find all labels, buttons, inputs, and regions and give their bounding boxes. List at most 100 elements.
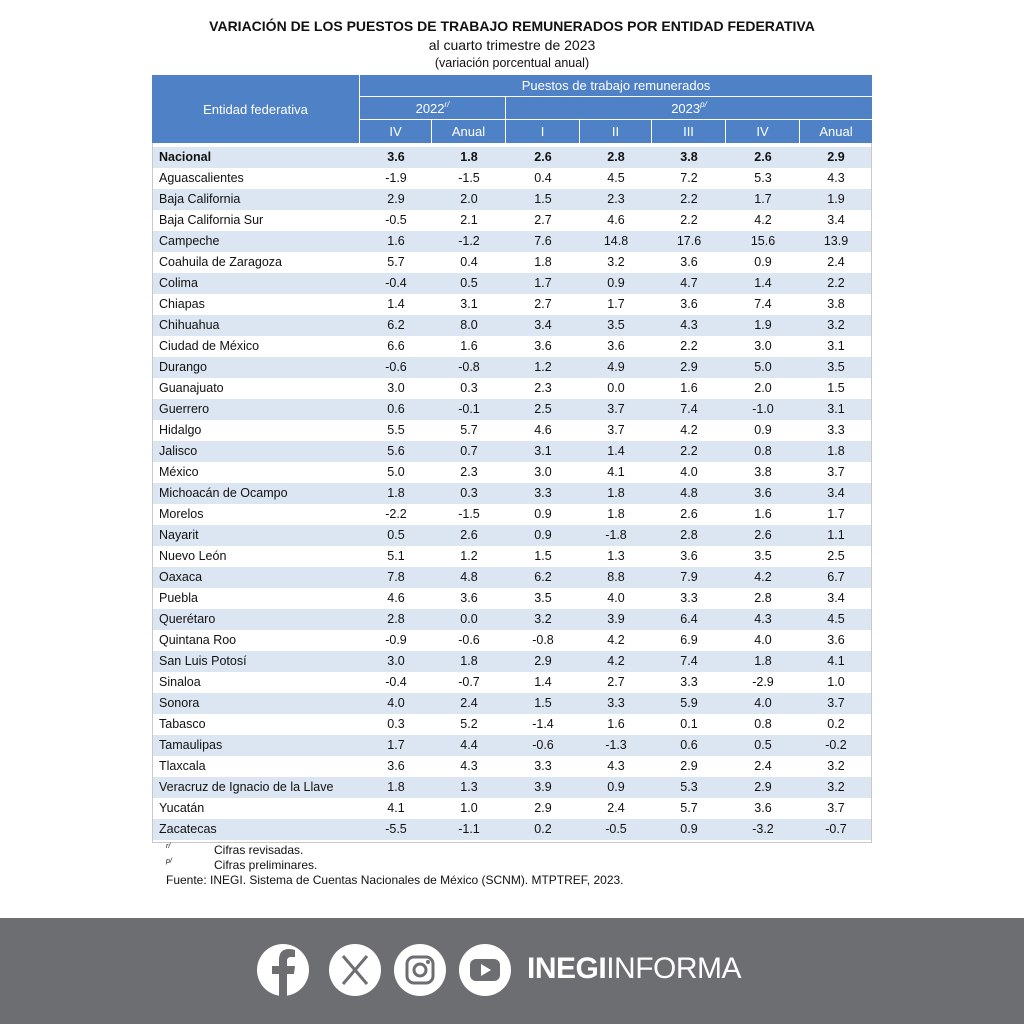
- state-name: Coahuila de Zaragoza: [159, 255, 282, 269]
- value: 3.5: [607, 318, 625, 332]
- value: 4.7: [680, 276, 698, 290]
- value: 1.7: [754, 192, 772, 206]
- value: 1.6: [387, 234, 405, 248]
- value: 1.8: [534, 255, 552, 269]
- value: 3.3: [534, 759, 552, 773]
- value: 2.9: [680, 360, 698, 374]
- value: 2.4: [754, 759, 772, 773]
- footer: INEGIINFORMA: [0, 918, 1024, 1024]
- table-row: San Luis Potosí 3.0 1.8 2.9 4.2 7.4 1.8 4.1: [153, 651, 871, 672]
- table-row: Durango -0.6 -0.8 1.2 4.9 2.9 5.0 3.5: [153, 357, 871, 378]
- value: -0.2: [825, 738, 847, 752]
- group-header: Puestos de trabajo remunerados: [360, 75, 872, 96]
- value: 2.6: [460, 528, 478, 542]
- value: 2.6: [754, 528, 772, 542]
- table-row: Sonora 4.0 2.4 1.5 3.3 5.9 4.0 3.7: [153, 693, 871, 714]
- value: 0.6: [387, 402, 405, 416]
- value: 3.0: [387, 381, 405, 395]
- value: 0.3: [460, 381, 478, 395]
- value: 3.4: [827, 486, 845, 500]
- table-row: Michoacán de Ocampo 1.8 0.3 3.3 1.8 4.8 3.6 3.4: [153, 483, 871, 504]
- state-name: San Luis Potosí: [159, 654, 247, 668]
- value: 4.4: [460, 738, 478, 752]
- state-name: Ciudad de México: [159, 339, 260, 353]
- value: 0.9: [534, 507, 552, 521]
- value: 2.0: [754, 381, 772, 395]
- table-row: Baja California Sur -0.5 2.1 2.7 4.6 2.2 4.2 3.…: [153, 210, 871, 231]
- state-name: Tamaulipas: [159, 738, 223, 752]
- note-mark: p/: [166, 858, 172, 865]
- value: 7.8: [387, 570, 405, 584]
- value: 2.6: [680, 507, 698, 521]
- value: 2.5: [827, 549, 845, 563]
- state-name: Aguascalientes: [159, 171, 244, 185]
- table-row: Veracruz de Ignacio de la Llave 1.8 1.3 3.9…: [153, 777, 871, 798]
- source: Fuente: INEGI. Sistema de Cuentas Nacion…: [166, 873, 624, 887]
- value: 4.5: [607, 171, 625, 185]
- value: 2.4: [827, 255, 845, 269]
- state-name: Zacatecas: [159, 822, 217, 836]
- value: 3.6: [460, 591, 478, 605]
- column-header: II: [580, 120, 651, 143]
- state-name: Nacional: [159, 150, 212, 164]
- value: 3.3: [680, 591, 698, 605]
- value: 5.7: [387, 255, 405, 269]
- state-name: Michoacán de Ocampo: [159, 486, 288, 500]
- value: 1.8: [607, 507, 625, 521]
- column-header: IV: [726, 120, 799, 143]
- value: 4.3: [607, 759, 625, 773]
- value: 3.8: [680, 150, 698, 164]
- value: 1.8: [387, 780, 405, 794]
- value: 3.3: [680, 675, 698, 689]
- value: 2.7: [534, 213, 552, 227]
- value: 2.2: [827, 276, 845, 290]
- value: 2.3: [607, 192, 625, 206]
- value: 0.1: [680, 717, 698, 731]
- value: 0.3: [387, 717, 405, 731]
- value: 3.4: [534, 318, 552, 332]
- value: 1.6: [754, 507, 772, 521]
- value: -1.5: [458, 171, 480, 185]
- value: 3.0: [387, 654, 405, 668]
- value: -1.9: [385, 171, 407, 185]
- table-row: Colima -0.4 0.5 1.7 0.9 4.7 1.4 2.2: [153, 273, 871, 294]
- value: 4.8: [460, 570, 478, 584]
- value: 7.4: [680, 654, 698, 668]
- value: -0.8: [532, 633, 554, 647]
- value: 3.6: [607, 339, 625, 353]
- state-name: Tlaxcala: [159, 759, 206, 773]
- value: 3.1: [460, 297, 478, 311]
- value: 7.9: [680, 570, 698, 584]
- table-row: Tlaxcala 3.6 4.3 3.3 4.3 2.9 2.4 3.2: [153, 756, 871, 777]
- table-row: Nuevo León 5.1 1.2 1.5 1.3 3.6 3.5 2.5: [153, 546, 871, 567]
- value: 4.3: [827, 171, 845, 185]
- year: 2022: [415, 100, 445, 116]
- table-row: Sinaloa -0.4 -0.7 1.4 2.7 3.3 -2.9 1.0: [153, 672, 871, 693]
- value: 7.2: [680, 171, 698, 185]
- value: 5.6: [387, 444, 405, 458]
- value: 0.3: [460, 486, 478, 500]
- table-row: Guerrero 0.6 -0.1 2.5 3.7 7.4 -1.0 3.1: [153, 399, 871, 420]
- table-border: [152, 143, 872, 843]
- value: 14.8: [603, 234, 629, 248]
- value: 4.2: [607, 633, 625, 647]
- value: 0.9: [680, 822, 698, 836]
- value: 3.6: [387, 759, 405, 773]
- brand-light: INFORMA: [606, 952, 742, 985]
- table: Entidad federativa Puestos de trabajo rem…: [152, 75, 872, 887]
- value: 6.9: [680, 633, 698, 647]
- value: 0.9: [534, 528, 552, 542]
- table-row: Oaxaca 7.8 4.8 6.2 8.8 7.9 4.2 6.7: [153, 567, 871, 588]
- state-name: Tabasco: [159, 717, 206, 731]
- value: 1.6: [680, 381, 698, 395]
- value: 2.7: [534, 297, 552, 311]
- value: 1.7: [534, 276, 552, 290]
- note-text: Cifras revisadas.: [214, 843, 304, 857]
- value: 4.9: [607, 360, 625, 374]
- value: -2.2: [385, 507, 407, 521]
- value: -0.5: [605, 822, 627, 836]
- year-mark: r/: [444, 100, 450, 109]
- value: 3.9: [534, 780, 552, 794]
- table-row: Nayarit 0.5 2.6 0.9 -1.8 2.8 2.6 1.1: [153, 525, 871, 546]
